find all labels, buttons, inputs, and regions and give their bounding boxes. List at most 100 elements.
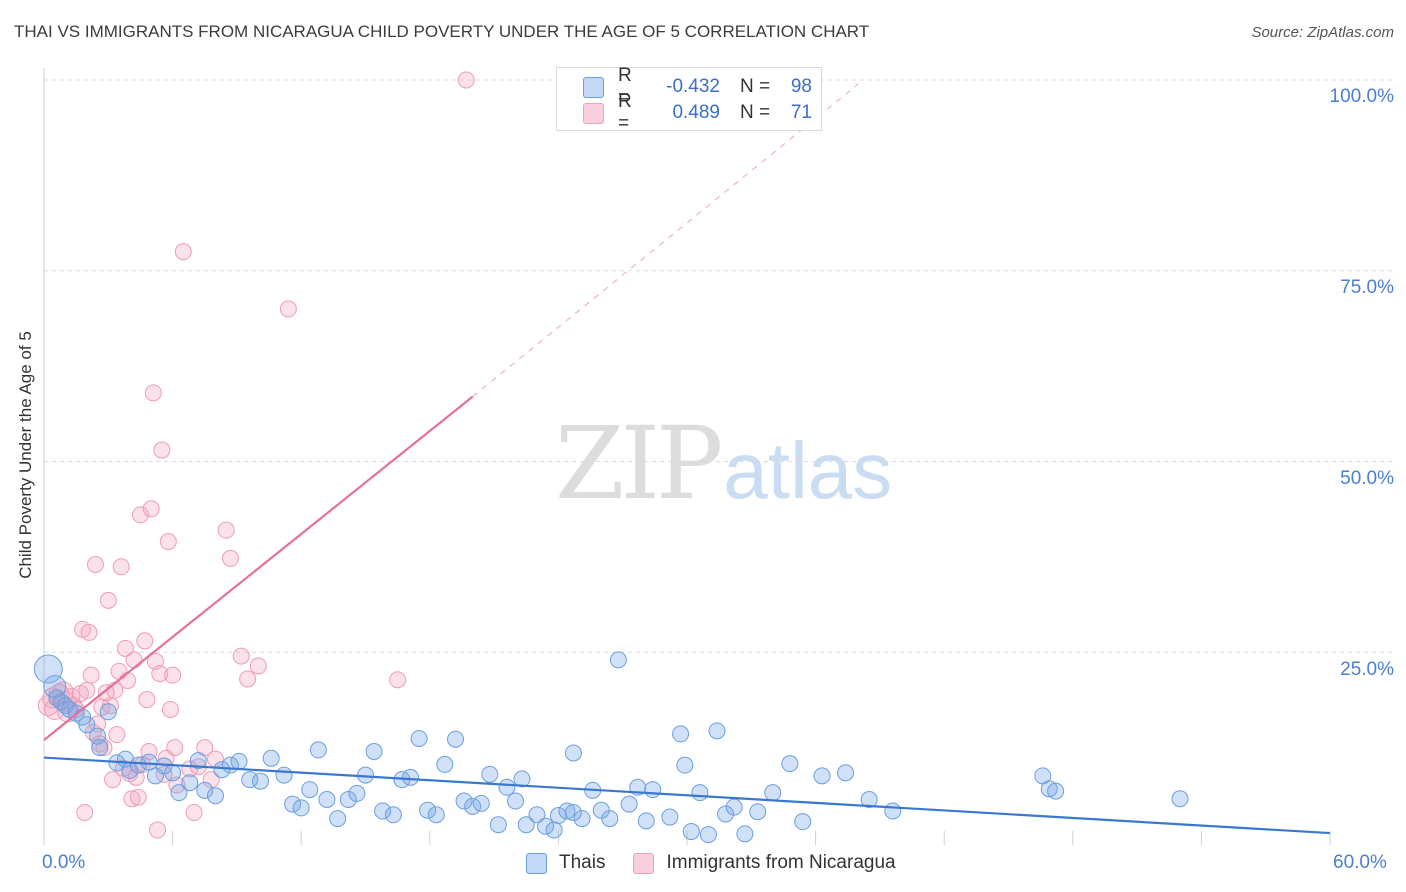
thais-point <box>181 774 199 792</box>
nicaragua-point <box>78 681 96 699</box>
nicaragua-point <box>82 666 100 684</box>
thais-point <box>309 741 327 759</box>
thais-point <box>481 765 499 783</box>
thais-point <box>573 810 591 828</box>
nicaragua-point <box>138 691 156 709</box>
bottom-legend-nicaragua: Immigrants from Nicaragua <box>633 852 896 874</box>
legend-swatch-thais <box>583 76 604 98</box>
thais-point <box>206 787 224 805</box>
thais-point <box>339 791 357 809</box>
thais-point <box>489 816 507 834</box>
thais-point <box>348 784 366 802</box>
thais-point <box>1171 790 1189 808</box>
thais-point <box>699 826 717 844</box>
nicaragua-point <box>389 671 407 689</box>
bottom-legend-swatch-thais <box>526 852 547 874</box>
nicaragua-point <box>123 790 141 808</box>
thais-point <box>691 784 709 802</box>
thais-point <box>170 784 188 802</box>
nicaragua-point <box>99 591 117 609</box>
x-tick-label-min: 0.0% <box>42 852 86 873</box>
thais-point <box>781 755 799 773</box>
legend-r-label: R = <box>618 65 632 108</box>
thais-point <box>794 813 812 831</box>
nicaragua-point <box>185 803 203 821</box>
thais-point <box>764 784 782 802</box>
thais-point <box>329 810 347 828</box>
nicaragua-point <box>131 506 149 524</box>
thais-point <box>455 792 473 810</box>
thais-point <box>537 817 555 835</box>
thais-point <box>402 768 420 786</box>
thais-point <box>164 764 182 782</box>
nicaragua-point <box>104 771 122 789</box>
nicaragua-point <box>129 788 147 806</box>
thais-point <box>213 761 231 779</box>
thais-point <box>436 755 454 773</box>
legend-n-label: N = <box>740 76 771 97</box>
thais-point <box>736 825 754 843</box>
bottom-legend-thais: Thais <box>526 852 605 874</box>
thais-point <box>99 703 117 721</box>
nicaragua-point <box>125 651 143 669</box>
y-tick-label-50: 50.0% <box>1340 468 1394 489</box>
thais-point <box>146 767 164 785</box>
thais-trend-line <box>43 756 1331 835</box>
thais-point <box>196 781 214 799</box>
thais-point <box>564 744 582 762</box>
nicaragua-point <box>249 657 267 675</box>
nicaragua-point <box>153 441 171 459</box>
nicaragua-point <box>136 632 154 650</box>
thais-point <box>837 764 855 782</box>
thais-point <box>241 771 259 789</box>
legend-row-thais: R = -0.432 N = 98 <box>583 65 812 108</box>
thais-point <box>78 716 96 734</box>
thais-point <box>860 791 878 809</box>
thais-point <box>498 778 516 796</box>
thais-point <box>410 729 428 747</box>
thais-point <box>661 808 679 826</box>
legend-r-value: 0.489 <box>672 102 720 123</box>
thais-point <box>564 803 582 821</box>
nicaragua-point <box>164 666 182 684</box>
thais-point <box>528 806 546 824</box>
nicaragua-trend-line-extension <box>472 83 859 398</box>
nicaragua-point <box>80 623 98 641</box>
legend-r-label: R = <box>618 91 632 134</box>
thais-point <box>374 802 392 820</box>
nicaragua-point <box>116 639 134 657</box>
legend-n-value: 98 <box>790 76 812 97</box>
nicaragua-point <box>112 558 130 576</box>
nicaragua-point <box>151 665 169 683</box>
thais-point <box>251 772 269 790</box>
thais-point <box>301 781 319 799</box>
thais-point <box>1047 782 1065 800</box>
source-label: Source: ZipAtlas.com <box>1251 24 1394 41</box>
bottom-legend-label-thais: Thais <box>559 852 606 873</box>
nicaragua-point <box>86 556 104 574</box>
thais-point <box>545 821 563 839</box>
thais-point <box>427 806 445 824</box>
thais-point <box>384 806 402 824</box>
thais-point <box>708 722 726 740</box>
nicaragua-point <box>174 243 192 261</box>
nicaragua-point <box>221 549 239 567</box>
nicaragua-point <box>457 71 475 89</box>
nicaragua-point <box>149 821 167 839</box>
thais-point <box>189 752 207 770</box>
nicaragua-point <box>142 500 160 518</box>
thais-point <box>472 794 490 812</box>
thais-point <box>676 756 694 774</box>
chart-title: THAI VS IMMIGRANTS FROM NICARAGUA CHILD … <box>14 22 870 41</box>
nicaragua-point <box>202 771 220 789</box>
thais-point <box>365 742 383 760</box>
nicaragua-point <box>279 300 297 318</box>
nicaragua-point <box>76 803 94 821</box>
legend-r-value: -0.432 <box>666 76 720 97</box>
thais-point <box>507 792 525 810</box>
legend: R = -0.432 N = 98 R = 0.489 N = 71 <box>556 65 822 134</box>
thais-point <box>637 812 655 830</box>
thais-point <box>609 651 627 669</box>
nicaragua-point <box>239 670 257 688</box>
